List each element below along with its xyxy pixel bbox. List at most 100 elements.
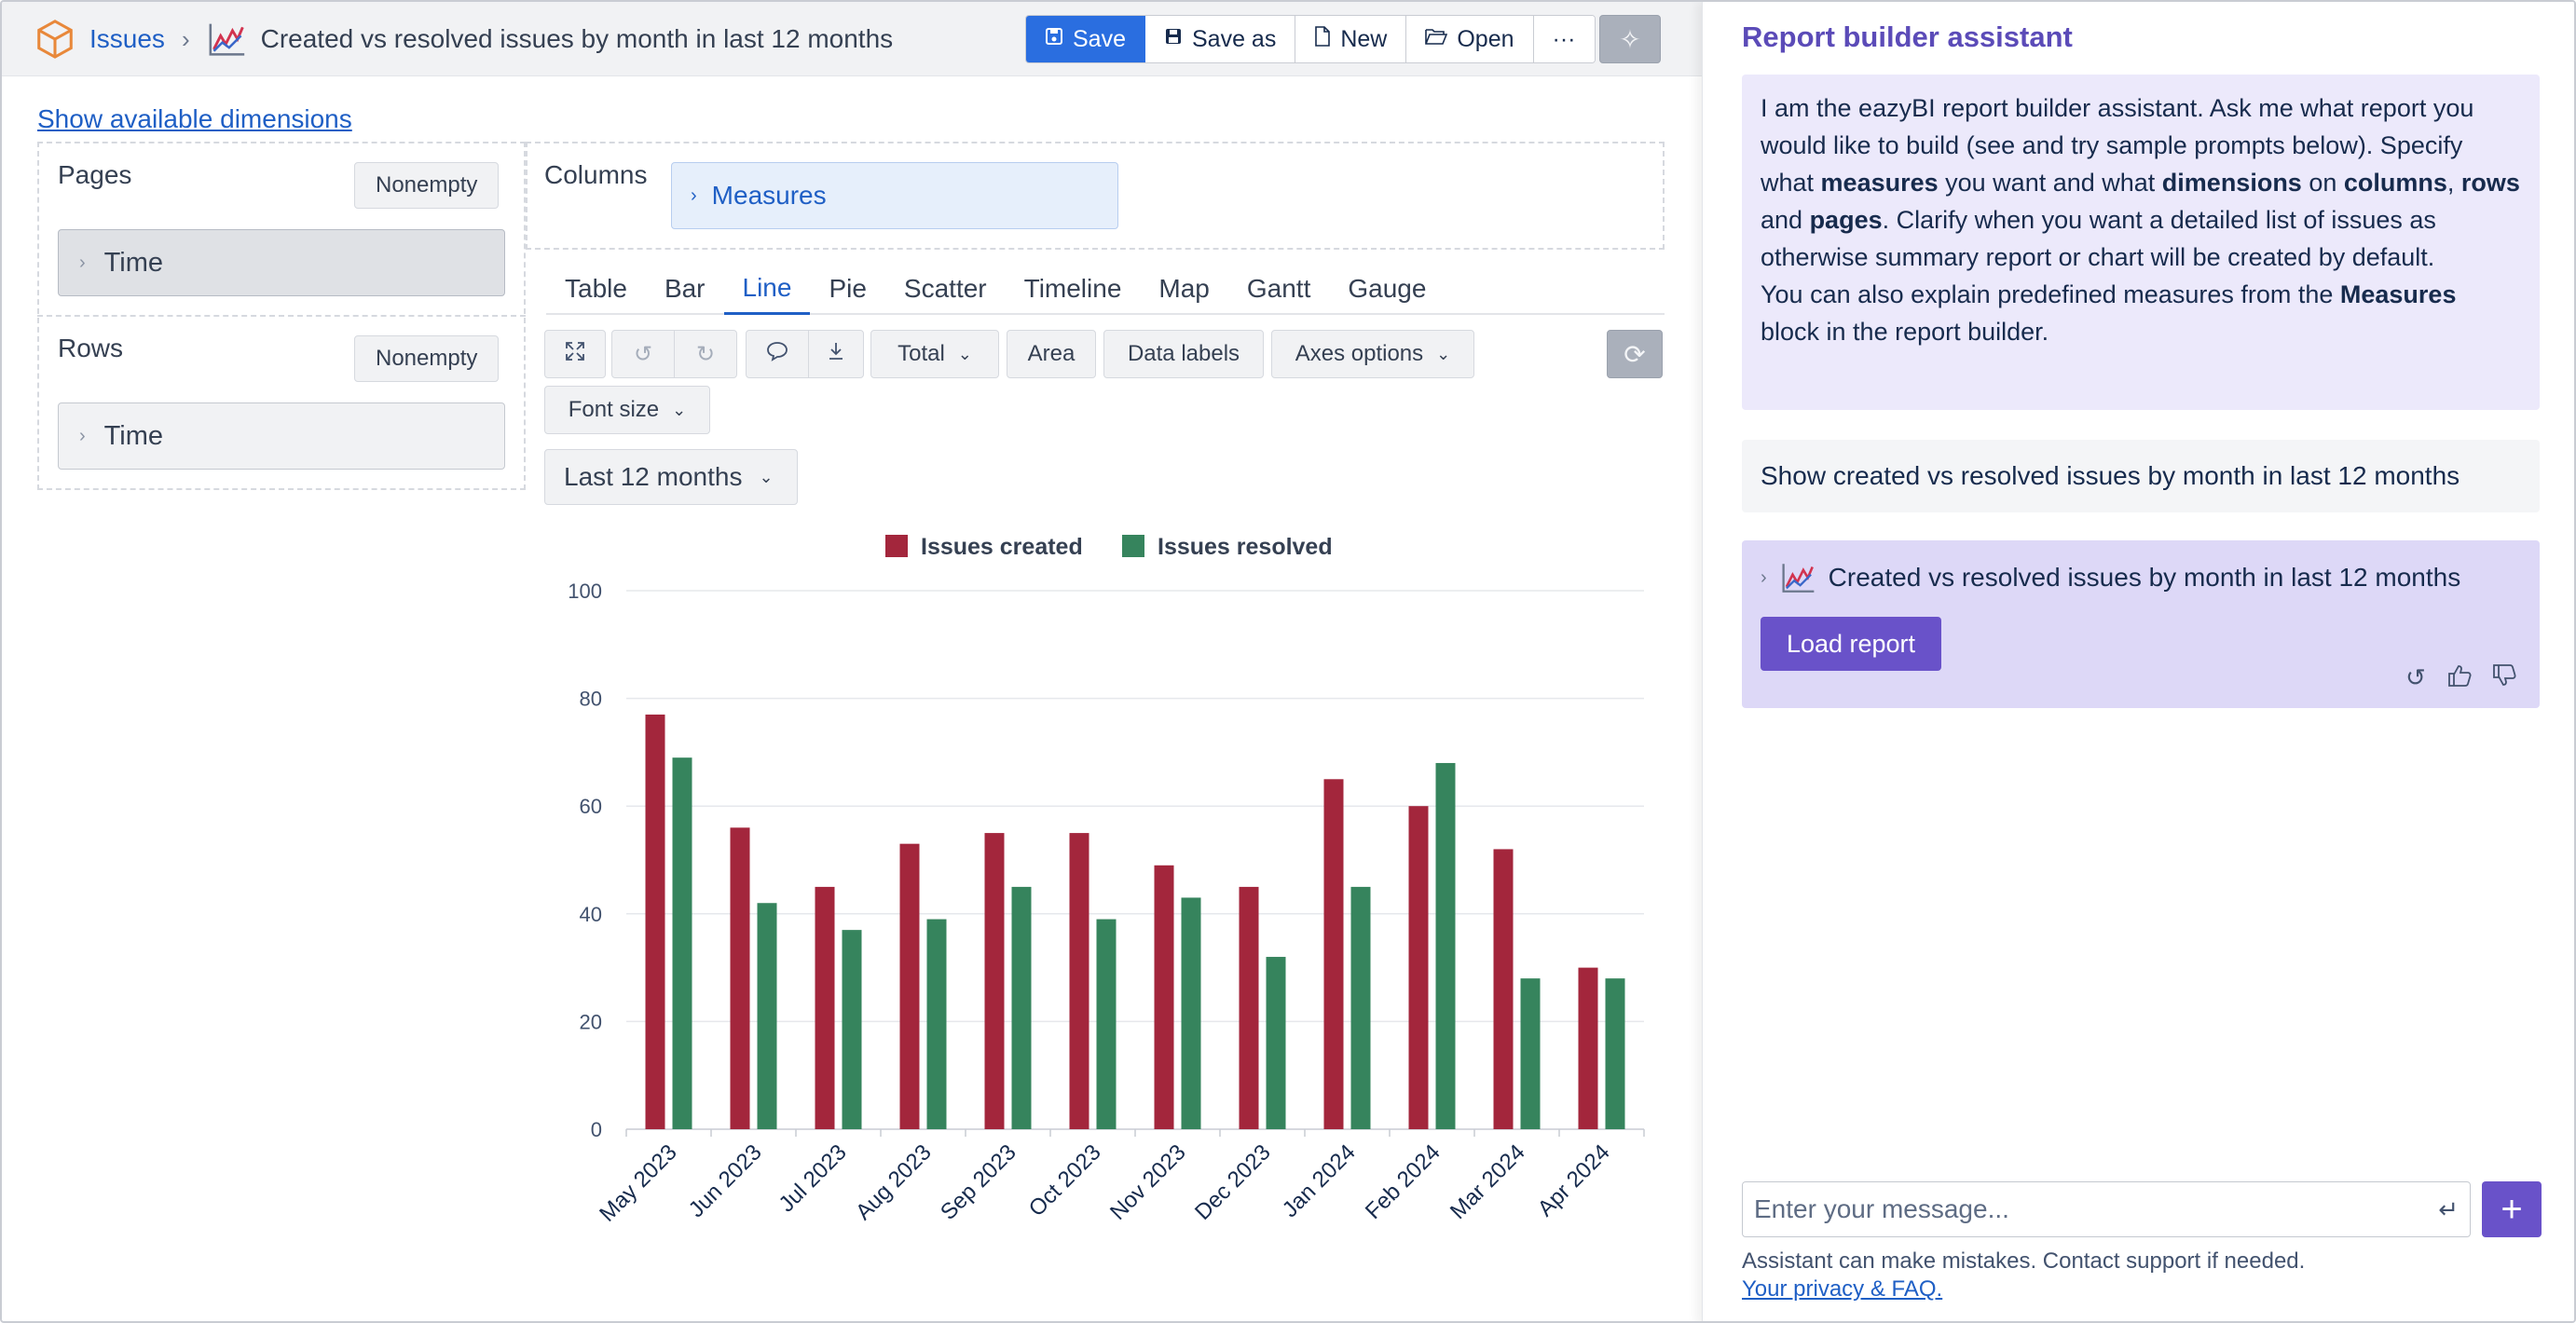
undo-icon: ↺ [633, 341, 653, 367]
bar-resolved [1011, 886, 1032, 1129]
save-as-label: Save as [1191, 25, 1277, 52]
message-input[interactable] [1754, 1194, 2439, 1224]
report-builder: Issues › Created vs resolved issues by m… [2, 2, 1702, 1321]
intro-text: you want and what [1938, 169, 2162, 197]
report-suggestion-title: Created vs resolved issues by month in l… [1828, 563, 2461, 592]
thumbs-down-icon[interactable] [2491, 663, 2517, 694]
pages-time-dimension[interactable]: › Time [58, 229, 505, 296]
enter-key-icon: ↵ [2438, 1194, 2459, 1223]
columns-zone [526, 142, 1665, 250]
privacy-faq-link[interactable]: Your privacy & FAQ. [1742, 1276, 1943, 1302]
intro-text: on [2301, 169, 2344, 197]
rows-nonempty-toggle[interactable]: Nonempty [354, 335, 500, 382]
open-button[interactable]: Open [1406, 16, 1534, 62]
download-icon [827, 341, 845, 368]
bar-created [1578, 967, 1598, 1129]
save-icon [1045, 27, 1063, 51]
thumbs-up-icon[interactable] [2446, 663, 2473, 694]
message-input-box: ↵ [1742, 1181, 2471, 1237]
total-label: Total [897, 341, 945, 366]
total-dropdown[interactable]: Total ⌄ [870, 330, 999, 378]
export-button[interactable] [808, 330, 864, 378]
rows-label: Rows [58, 334, 124, 362]
x-tick-label: Mar 2024 [1446, 1139, 1530, 1224]
regenerate-icon[interactable]: ↺ [2405, 663, 2426, 691]
more-actions-button[interactable]: ··· [1533, 16, 1595, 62]
bar-created [1069, 833, 1089, 1129]
bar-created [815, 886, 835, 1129]
bar-resolved [1181, 897, 1201, 1129]
columns-measures-dimension[interactable]: › Measures [671, 162, 1118, 229]
floppy-icon [1164, 27, 1183, 51]
ai-assistant-toggle-button[interactable]: ✧ [1599, 15, 1661, 63]
show-available-dimensions-link[interactable]: Show available dimensions [37, 104, 352, 133]
bar-chart: 0 20 40 60 80 100 May 2023 Jun 2023 Jul 2023 Aug … [568, 534, 1645, 1227]
tab-table[interactable]: Table [565, 274, 627, 303]
tab-map[interactable]: Map [1158, 274, 1210, 303]
bar-resolved [672, 757, 692, 1129]
bar-resolved [1605, 978, 1625, 1129]
tab-gauge[interactable]: Gauge [1348, 274, 1427, 303]
tab-pie[interactable]: Pie [829, 274, 867, 303]
area-toggle[interactable]: Area [1007, 330, 1096, 378]
bar-resolved [1350, 886, 1371, 1129]
chevron-down-icon: ⌄ [759, 467, 774, 486]
sparkle-icon: ✧ [1619, 24, 1641, 54]
x-tick-label: Dec 2023 [1190, 1139, 1276, 1225]
x-tick-label: Feb 2024 [1361, 1139, 1446, 1224]
bar-resolved [1096, 919, 1117, 1129]
intro-bold-rows: rows [2460, 169, 2520, 197]
breadcrumb-issues-link[interactable]: Issues [89, 24, 165, 53]
x-tick-label: May 2023 [595, 1139, 682, 1227]
bar-resolved [1520, 978, 1541, 1129]
redo-button[interactable]: ↻ [674, 330, 737, 378]
bar-created [1408, 806, 1429, 1129]
tab-bar[interactable]: Bar [664, 274, 706, 303]
intro-text: I am the eazyBI report builder assistant… [1761, 94, 2474, 197]
intro-text: , [2446, 169, 2461, 197]
redo-icon: ↻ [695, 341, 716, 367]
bar-created [1239, 886, 1259, 1129]
font-size-dropdown[interactable]: Font size ⌄ [544, 386, 710, 434]
tab-timeline[interactable]: Timeline [1023, 274, 1122, 303]
more-label: ··· [1552, 25, 1576, 52]
new-button[interactable]: New [1295, 16, 1407, 62]
chevron-right-icon: › [79, 425, 86, 446]
font-size-label: Font size [568, 397, 660, 422]
rows-dimension-label: Time [103, 420, 164, 451]
cube-icon [37, 20, 73, 59]
load-report-button[interactable]: Load report [1761, 617, 1941, 671]
intro-bold-pages: pages [1809, 206, 1883, 234]
report-actions: Save Save as New [1025, 15, 1596, 63]
intro-text: and [1761, 206, 1810, 234]
save-label: Save [1073, 25, 1126, 52]
comment-button[interactable] [746, 330, 809, 378]
rows-time-dimension[interactable]: › Time [58, 402, 505, 470]
refresh-button[interactable]: ⟳ [1607, 330, 1663, 378]
undo-button[interactable]: ↺ [611, 330, 675, 378]
time-period-dropdown[interactable]: Last 12 months ⌄ [544, 449, 798, 505]
pages-nonempty-toggle[interactable]: Nonempty [354, 162, 500, 209]
new-chat-button[interactable]: + [2482, 1181, 2542, 1237]
tab-gantt[interactable]: Gantt [1246, 274, 1311, 303]
report-suggestion[interactable]: › Created vs resolved issues by month in… [1761, 561, 2460, 594]
assistant-intro-message: I am the eazyBI report builder assistant… [1742, 75, 2540, 410]
expand-icon [565, 341, 585, 368]
folder-icon [1425, 27, 1448, 51]
intro-bold-columns: columns [2343, 169, 2447, 197]
tab-line[interactable]: Line [723, 263, 811, 315]
intro-bold-measures-block: Measures [2339, 280, 2457, 308]
fullscreen-button[interactable] [544, 330, 606, 378]
intro-text: . Clarify when you want a detailed list … [1761, 206, 2436, 271]
y-tick-label: 40 [580, 903, 602, 926]
tab-scatter[interactable]: Scatter [903, 274, 987, 303]
data-labels-toggle[interactable]: Data labels [1103, 330, 1264, 378]
legend-label: Issues created [921, 534, 1083, 560]
axes-options-dropdown[interactable]: Axes options ⌄ [1271, 330, 1474, 378]
save-button[interactable]: Save [1026, 16, 1145, 62]
save-as-button[interactable]: Save as [1144, 16, 1296, 62]
zone-divider [37, 315, 526, 317]
x-tick-label: Nov 2023 [1105, 1139, 1191, 1225]
x-tick-label: Jul 2023 [774, 1139, 851, 1217]
